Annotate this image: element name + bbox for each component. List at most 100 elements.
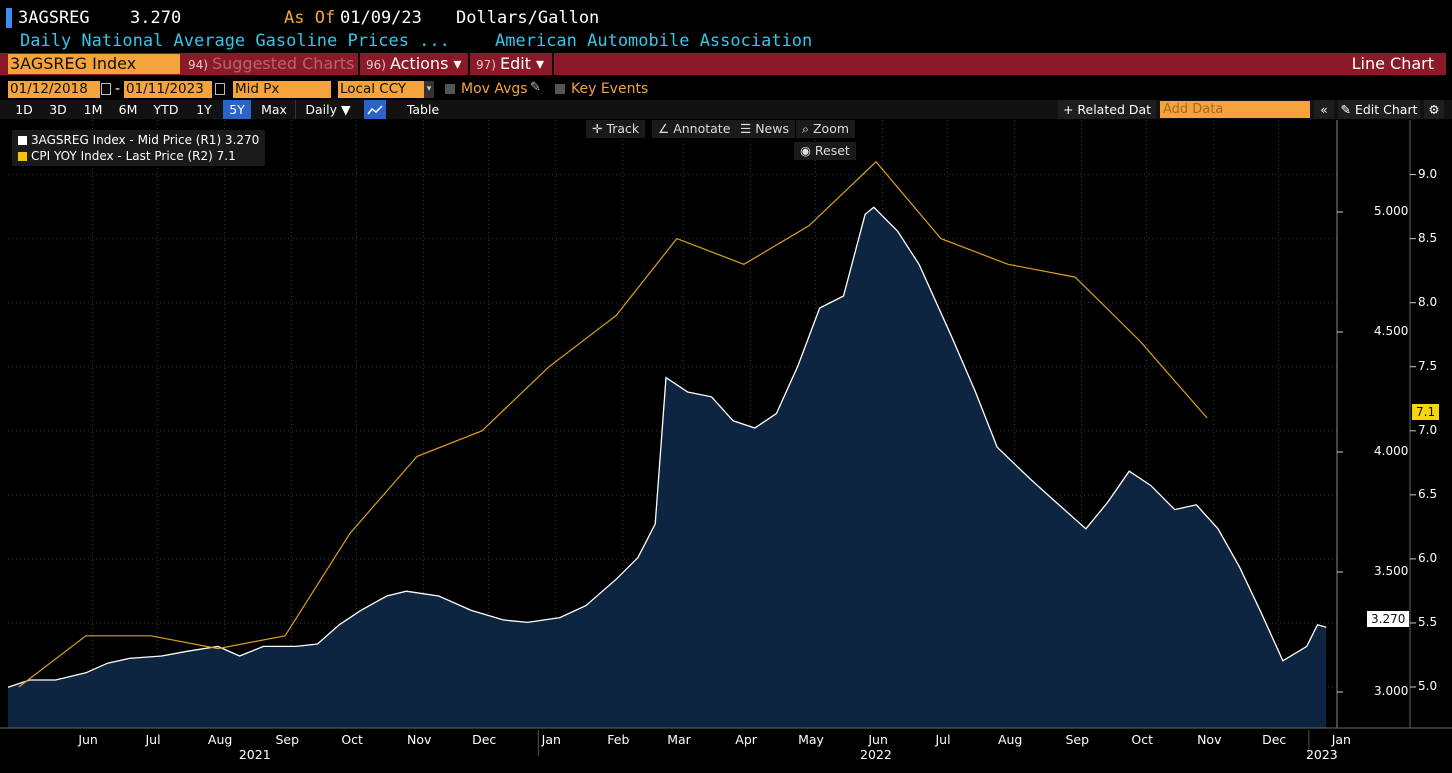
suggested-charts-menu[interactable]: 94) Suggested Charts (182, 53, 356, 75)
table-button[interactable]: Table (406, 102, 440, 117)
r2-tick-label: 5.0 (1418, 679, 1438, 693)
end-date-field[interactable]: 01/11/2023 (124, 81, 212, 98)
x-tick-label: Jan (541, 732, 561, 747)
r2-tick-label: 6.5 (1418, 486, 1438, 501)
legend-entry-cpi[interactable]: CPI YOY Index - Last Price (R2) 7.1 (18, 148, 259, 164)
r2-tick-label: 9.0 (1418, 166, 1438, 181)
r2-tick-label: 7.0 (1418, 422, 1438, 437)
pencil-icon[interactable]: ✎ (530, 80, 541, 95)
actions-menu[interactable]: 96) Actions ▾ (360, 53, 468, 75)
range-button-1d[interactable]: 1D (15, 102, 33, 117)
calendar-icon[interactable] (215, 83, 225, 95)
chart-type-title: Line Chart (1351, 54, 1434, 73)
reset-label: Reset (814, 143, 850, 158)
r1-tick-label: 4.000 (1374, 444, 1409, 458)
annotate-tool[interactable]: ∠ Annotate (652, 120, 737, 138)
chart-toolbar: 3AGSREG Index 94) Suggested Charts 96) Act… (0, 53, 1446, 75)
axes (0, 120, 1452, 756)
collapse-icon[interactable]: « (1314, 100, 1334, 119)
start-date-field[interactable]: 01/12/2018 (8, 81, 100, 98)
actions-number: 96) (366, 58, 386, 72)
reset-icon: ◉ (800, 143, 815, 158)
edit-chart-button[interactable]: ✎ Edit Chart (1338, 100, 1420, 119)
mov-avgs-label: Mov Avgs (461, 81, 528, 97)
r1-tick-label: 3.500 (1374, 564, 1409, 578)
security-description: Daily National Average Gasoline Prices .… (0, 30, 1452, 52)
source-text: American Automobile Association (495, 31, 813, 51)
range-button-ytd[interactable]: YTD (153, 102, 179, 117)
range-bar: 1D 3D 1M 6M YTD 1Y 5Y Max Daily ▼ Table … (0, 100, 1452, 119)
r2-tick-label: 6.0 (1418, 550, 1438, 565)
x-tick-label: Aug (207, 732, 233, 747)
range-button-5y[interactable]: 5Y (223, 100, 251, 119)
zoom-icon: ⌕ (802, 121, 813, 136)
currency-select[interactable]: Local CCY (338, 81, 424, 98)
edit-number: 97) (476, 58, 496, 72)
cpi-last-value-tag: 7.1 (1412, 404, 1440, 420)
line-chart-icon[interactable] (364, 100, 386, 119)
x-tick-label: Mar (667, 732, 691, 747)
range-button-1m[interactable]: 1M (83, 102, 103, 117)
x-tick-label: Oct (341, 732, 363, 747)
range-button-3d[interactable]: 3D (49, 102, 67, 117)
security-input[interactable]: 3AGSREG Index (8, 54, 180, 74)
range-button-6m[interactable]: 6M (118, 102, 138, 117)
menu-divider (468, 53, 470, 75)
x-tick-label: Jul (935, 732, 951, 747)
r1-tick-label: 3.000 (1374, 684, 1409, 698)
legend-entry-gas[interactable]: 3AGSREG Index - Mid Price (R1) 3.270 (18, 132, 259, 148)
key-events-checkbox[interactable] (555, 84, 565, 94)
selection-marker (6, 8, 12, 28)
as-of-date: 01/09/23 (340, 8, 422, 28)
calendar-icon[interactable] (101, 83, 111, 95)
legend-label: CPI YOY Index - Last Price (R2) 7.1 (31, 149, 236, 163)
gas-price-line (7, 206, 1327, 688)
chevron-down-icon[interactable]: ▾ (424, 81, 434, 98)
periodicity-select[interactable]: Daily ▼ (305, 102, 351, 117)
x-tick-label: Nov (1197, 732, 1222, 747)
x-tick-label: May (798, 732, 824, 747)
zoom-tool[interactable]: ⌕ Zoom (796, 120, 856, 138)
legend-swatch (18, 152, 27, 161)
r1-tick-label: 4.500 (1374, 324, 1409, 338)
x-year-label: 2022 (860, 747, 892, 762)
menu-divider (358, 53, 360, 75)
cpi-yoy-line (18, 160, 1208, 688)
x-tick-label: Dec (472, 732, 497, 747)
units-label: Dollars/Gallon (456, 8, 600, 28)
news-tool[interactable]: ☰ News (734, 120, 795, 138)
r2-tick-label: 8.0 (1418, 294, 1438, 309)
r2-tick-label: 8.5 (1418, 230, 1438, 245)
menu-divider (552, 53, 554, 75)
description-text: Daily National Average Gasoline Prices .… (20, 31, 450, 51)
legend-swatch (18, 136, 27, 145)
x-tick-label: Sep (1065, 732, 1090, 747)
legend-label: 3AGSREG Index - Mid Price (R1) 3.270 (31, 133, 260, 147)
actions-label: Actions ▾ (389, 54, 462, 73)
related-data-button[interactable]: + Related Dat (1058, 100, 1156, 119)
reset-button[interactable]: ◉ Reset (794, 142, 856, 160)
chart-legend[interactable]: 3AGSREG Index - Mid Price (R1) 3.270 CPI… (12, 130, 266, 166)
mov-avgs-checkbox[interactable] (445, 84, 455, 94)
ticker-label: 3AGSREG (18, 8, 90, 28)
track-tool[interactable]: ✛ Track (586, 120, 646, 138)
edit-menu[interactable]: 97) Edit ▾ (470, 53, 552, 75)
edit-chart-label: Edit Chart (1354, 102, 1418, 117)
price-field-select[interactable]: Mid Px (233, 81, 331, 98)
news-icon: ☰ (740, 121, 756, 136)
key-events-label: Key Events (571, 81, 649, 97)
zoom-label: Zoom (812, 121, 850, 136)
divider (295, 100, 296, 119)
x-tick-label: Nov (407, 732, 432, 747)
line-chart[interactable] (0, 120, 1452, 773)
track-label: Track (606, 121, 640, 136)
x-tick-label: Apr (735, 732, 757, 747)
x-tick-label: Aug (997, 732, 1023, 747)
range-button-1y[interactable]: 1Y (196, 102, 212, 117)
x-year-label: 2023 (1305, 747, 1338, 762)
x-tick-label: Dec (1262, 732, 1287, 747)
add-data-input[interactable]: Add Data (1160, 101, 1310, 118)
x-year-label: 2021 (238, 747, 271, 762)
gear-icon[interactable]: ⚙ (1424, 100, 1444, 119)
range-button-max[interactable]: Max (261, 102, 287, 117)
